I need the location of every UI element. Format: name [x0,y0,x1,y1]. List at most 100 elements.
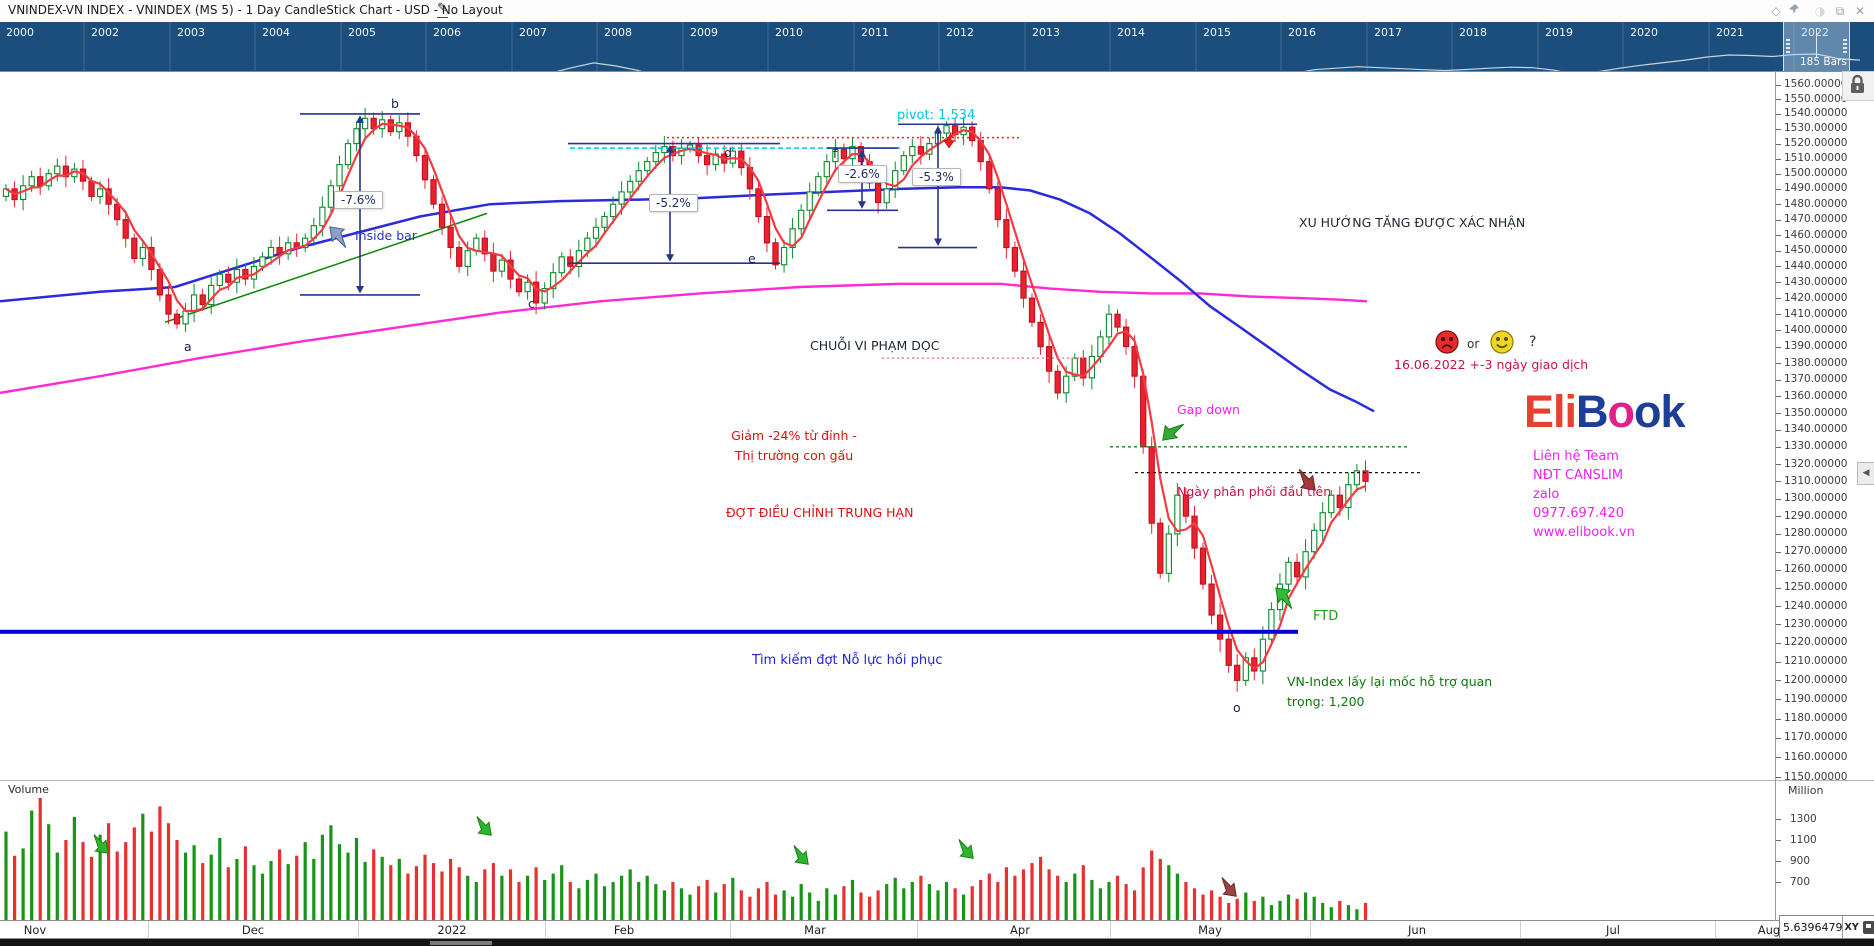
range-navigator[interactable]: 2000 2002 2003 2004 2005 2006 2007 2008 2009 2010… [0,22,1874,72]
elibook-logo: EliBook [1524,386,1686,438]
price-tick [1775,661,1781,663]
price-tick [1775,777,1781,779]
recovery-effort-label: Tìm kiếm đợt Nỗ lực hồi phục [752,653,943,668]
price-tick [1775,298,1781,300]
price-tick [1775,188,1781,190]
ghost-icon[interactable]: ◑ [1814,4,1826,18]
axis-lock-button[interactable] [1842,71,1874,101]
ma-blue-line [0,186,1375,413]
price-tick-label: 1150.00000 [1784,770,1848,783]
price-tick-label: 1520.00000 [1784,137,1848,150]
month-divider [1110,921,1111,938]
diamond-icon[interactable]: ◇ [1771,4,1781,18]
price-tick [1775,718,1781,720]
inside-bar-label: Inside bar [355,228,417,243]
price-tick-label: 1200.00000 [1784,673,1848,686]
month-label: Mar [804,923,826,937]
month-divider [1520,921,1521,938]
price-tick-label: 1230.00000 [1784,617,1848,630]
green-trendline [164,212,488,323]
price-tick [1775,446,1781,448]
volume-tick-label: 1300 [1790,812,1817,825]
volume-arrow-1 [93,834,109,854]
month-label: Jun [1408,923,1426,937]
volume-tick [1776,882,1781,883]
restore-icon[interactable]: ⧉ [1835,4,1845,18]
price-tick [1775,314,1781,316]
bear-market-label-2: Thị trường con gấu [734,448,854,463]
pivot-drop-arrow [943,132,955,149]
price-tick [1775,346,1781,348]
price-tick-label: 1290.00000 [1784,509,1848,522]
question-mark-label: ? [1529,334,1537,350]
navigator-selection[interactable] [1783,22,1850,71]
swing-label-b: b [391,96,399,111]
price-tick [1775,464,1781,465]
xy-toggle-button[interactable]: XY [1841,916,1861,938]
price-tick-label: 1300.00000 [1784,492,1848,505]
price-tick-label: 1160.00000 [1784,750,1848,763]
contact-line-3: www.elibook.vn [1533,525,1635,540]
month-label: Nov [23,923,47,937]
scroll-left-arrow[interactable]: ◀ [1857,462,1874,485]
price-tick [1775,173,1781,175]
month-label: Jul [1606,923,1620,937]
price-tick [1775,99,1781,101]
navigator-year-label: 2009 [690,26,718,39]
price-tick-label: 1240.00000 [1784,599,1848,612]
price-tick [1775,533,1781,535]
measure-box: -2.6% [838,165,887,183]
navigator-year-label: 2011 [861,26,889,39]
price-tick-label: 1220.00000 [1784,636,1848,649]
volume-tick-label: 900 [1790,854,1811,867]
price-tick [1775,219,1781,221]
navigator-year-label: 2007 [519,26,547,39]
price-tick [1775,498,1781,500]
elibook-contact: Liên hệ Team NĐT CANSLIM zalo 0977.697.4… [1533,447,1635,542]
swing-label-e: e [748,251,756,266]
price-tick-label: 1480.00000 [1784,197,1848,210]
volume-arrow-3 [793,845,809,865]
support-line-1200 [0,629,1298,634]
pin-icon-glyph [1789,4,1799,14]
month-divider [1715,921,1716,938]
selection-right-handle[interactable] [1843,39,1847,53]
pin-icon[interactable] [1786,3,1802,19]
price-tick-label: 1390.00000 [1784,340,1848,353]
ftd-label: FTD [1313,609,1339,624]
scrollbar-thumb[interactable] [430,941,492,945]
month-label: Feb [613,923,635,937]
price-tick [1775,569,1781,571]
selection-mid-line [1816,28,1817,58]
price-tick [1775,699,1781,701]
price-tick [1775,235,1781,237]
price-tick-label: 1400.00000 [1784,323,1848,336]
pane-separator [0,780,1874,781]
navigator-year-label: 2021 [1716,26,1744,39]
price-tick-label: 1550.00000 [1784,92,1848,105]
uptrend-confirmed-label: XU HƯỚNG TĂNG ĐƯỢC XÁC NHẬN [1299,215,1526,230]
selection-left-handle[interactable] [1786,39,1790,53]
price-tick-label: 1320.00000 [1784,457,1848,470]
navigator-year-label: 2006 [433,26,461,39]
price-tick-label: 1490.00000 [1784,182,1848,195]
horizontal-scrollbar[interactable] [0,939,1874,946]
window-title: VNINDEX-VN INDEX - VNINDEX (MS 5) - 1 Da… [8,3,503,17]
month-divider [148,921,149,938]
edit-pencil-icon[interactable]: ✎ [437,1,448,18]
navigator-year-label: 2012 [946,26,974,39]
price-tick [1775,143,1781,145]
elibook-logo-letter: o [1634,386,1661,437]
price-tick-label: 1280.00000 [1784,527,1848,540]
price-tick-label: 1380.00000 [1784,356,1848,369]
footer-icon[interactable] [1862,920,1874,934]
volume-arrow-2 [476,816,492,836]
navigator-year-label: 2020 [1630,26,1658,39]
price-tick [1775,204,1781,206]
elibook-logo-letter: o [1607,386,1635,437]
price-tick [1775,113,1781,115]
distribution-day-label: Ngày phân phối đầu tiên [1177,484,1332,499]
date-note-label: 16.06.2022 +-3 ngày giao dịch [1394,357,1589,372]
close-icon[interactable]: ✕ [1854,4,1866,18]
